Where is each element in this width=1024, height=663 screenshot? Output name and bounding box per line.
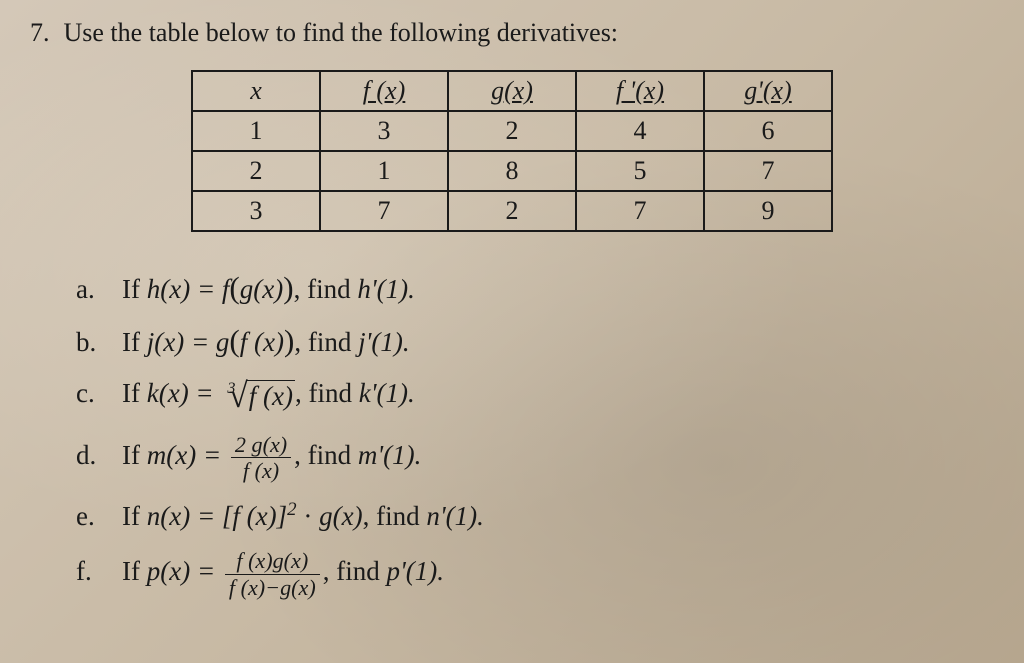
- q-label: c.: [76, 378, 104, 409]
- q-label: f.: [76, 556, 104, 587]
- fraction: f (x)g(x) f (x)−g(x): [225, 549, 320, 598]
- q-label: d.: [76, 440, 104, 471]
- cell: 2: [448, 111, 576, 151]
- cell: 6: [704, 111, 832, 151]
- q-expression: If j(x) = g(f (x)), find j'(1).: [122, 323, 410, 359]
- questions-list: a. If h(x) = f(g(x)), find h'(1). b. If …: [30, 270, 994, 599]
- prompt-text: Use the table below to find the followin…: [64, 18, 619, 48]
- table-row: 1 3 2 4 6: [192, 111, 832, 151]
- question-d: d. If m(x) = 2 g(x) f (x) , find m'(1).: [76, 433, 994, 482]
- q-label: e.: [76, 501, 104, 532]
- cell: 7: [320, 191, 448, 231]
- col-fx: f (x): [320, 71, 448, 111]
- values-table: x f (x) g(x) f '(x) g'(x) 1 3 2 4 6 2 1 …: [191, 70, 833, 232]
- cell: 2: [448, 191, 576, 231]
- table-row: 2 1 8 5 7: [192, 151, 832, 191]
- cell: 2: [192, 151, 320, 191]
- cell: 9: [704, 191, 832, 231]
- problem-prompt: 7. Use the table below to find the follo…: [30, 18, 994, 48]
- question-e: e. If n(x) = [f (x)]2 · g(x), find n'(1)…: [76, 499, 994, 532]
- q-label: a.: [76, 274, 104, 305]
- cell: 5: [576, 151, 704, 191]
- q-expression: If m(x) = 2 g(x) f (x) , find m'(1).: [122, 433, 421, 482]
- table-header-row: x f (x) g(x) f '(x) g'(x): [192, 71, 832, 111]
- table-row: 3 7 2 7 9: [192, 191, 832, 231]
- cube-root-icon: 3√f (x): [220, 376, 295, 416]
- q-expression: If k(x) = 3√f (x) , find k'(1).: [122, 376, 415, 416]
- question-a: a. If h(x) = f(g(x)), find h'(1).: [76, 270, 994, 306]
- cell: 4: [576, 111, 704, 151]
- fraction: 2 g(x) f (x): [231, 433, 291, 482]
- cell: 7: [576, 191, 704, 231]
- question-b: b. If j(x) = g(f (x)), find j'(1).: [76, 323, 994, 359]
- q-expression: If p(x) = f (x)g(x) f (x)−g(x) , find p'…: [122, 549, 444, 598]
- q-expression: If n(x) = [f (x)]2 · g(x), find n'(1).: [122, 499, 484, 532]
- col-x: x: [192, 71, 320, 111]
- question-f: f. If p(x) = f (x)g(x) f (x)−g(x) , find…: [76, 549, 994, 598]
- cell: 7: [704, 151, 832, 191]
- cell: 1: [320, 151, 448, 191]
- question-c: c. If k(x) = 3√f (x) , find k'(1).: [76, 376, 994, 416]
- col-gx: g(x): [448, 71, 576, 111]
- problem-number: 7.: [30, 18, 50, 48]
- col-gpx: g'(x): [704, 71, 832, 111]
- cell: 3: [192, 191, 320, 231]
- cell: 8: [448, 151, 576, 191]
- col-fpx: f '(x): [576, 71, 704, 111]
- q-label: b.: [76, 327, 104, 358]
- cell: 1: [192, 111, 320, 151]
- cell: 3: [320, 111, 448, 151]
- q-expression: If h(x) = f(g(x)), find h'(1).: [122, 270, 415, 306]
